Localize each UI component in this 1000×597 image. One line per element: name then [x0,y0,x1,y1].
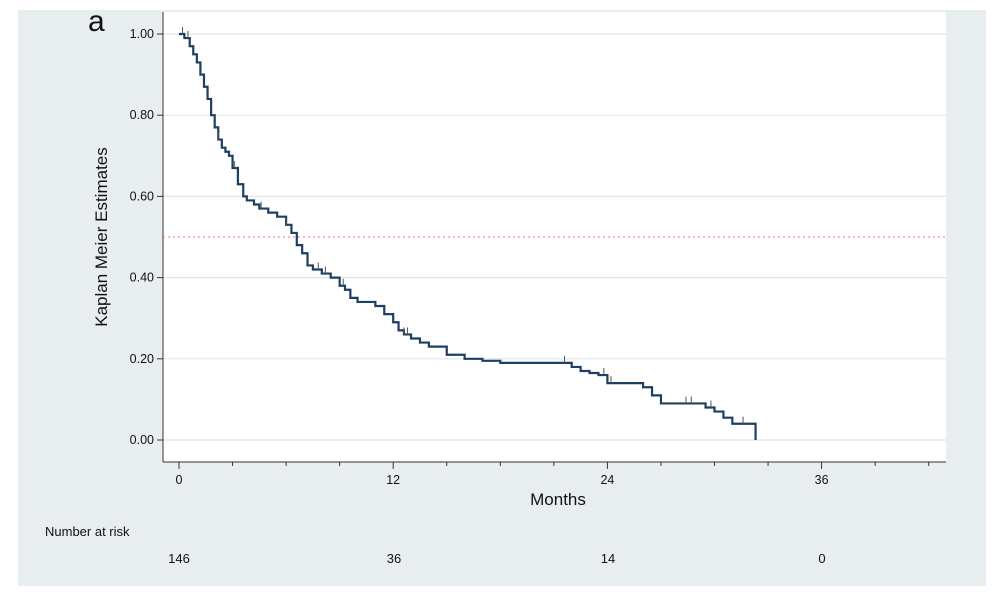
y-tick-label: 0.40 [130,271,154,285]
y-tick-label: 1.00 [130,27,154,41]
x-tick-label: 0 [176,473,183,487]
risk-value-36: 0 [818,551,826,566]
km-plot: 0.00 0.20 0.40 0.60 0.80 1.00 0 12 24 36 [130,12,946,487]
risk-table-title: Number at risk [45,524,130,539]
y-tick-label: 0.20 [130,352,154,366]
x-tick-label: 12 [386,473,400,487]
risk-value-24: 14 [600,551,616,566]
y-tick-label: 0.60 [130,189,154,203]
x-axis-label: Months [530,490,586,509]
risk-value-0: 146 [168,551,190,566]
x-tick-label: 24 [600,473,614,487]
survival-curve [179,32,757,440]
panel-label: a [88,5,105,38]
y-axis-label: Kaplan Meier Estimates [92,147,111,327]
chart-panel: 0.00 0.20 0.40 0.60 0.80 1.00 0 12 24 36 [18,10,986,586]
y-tick-label: 0.80 [130,108,154,122]
x-tick-label: 36 [815,473,829,487]
risk-value-12: 36 [386,551,402,566]
y-tick-label: 0.00 [130,433,154,447]
